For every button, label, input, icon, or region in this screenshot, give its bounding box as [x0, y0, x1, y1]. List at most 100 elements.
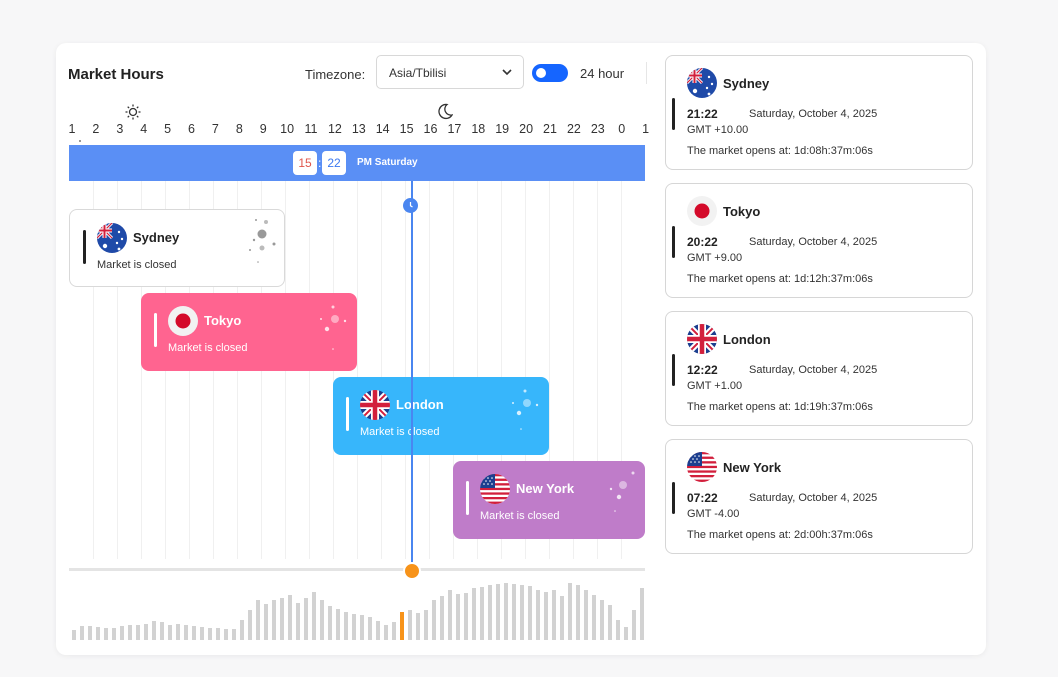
- volume-bar: [456, 594, 460, 640]
- time-colon: :: [318, 156, 322, 170]
- gmt-offset: GMT +1.00: [687, 380, 743, 392]
- volume-bar: [496, 584, 500, 640]
- volume-bar: [288, 595, 292, 640]
- grid-line: [141, 181, 142, 559]
- grid-line: [573, 181, 574, 559]
- time-slider-track[interactable]: [69, 568, 645, 571]
- hour-label: 14: [375, 122, 390, 136]
- hour-label: 20: [519, 122, 534, 136]
- volume-bar: [272, 600, 276, 640]
- hour-label: 15: [399, 122, 414, 136]
- divider: [646, 62, 647, 84]
- card-accent-bar: [672, 482, 675, 514]
- japan-flag-icon: [687, 196, 717, 226]
- volume-bar: [248, 610, 252, 640]
- volume-bar: [336, 609, 340, 640]
- clock-icon: [403, 198, 418, 213]
- card-accent-bar: [672, 98, 675, 130]
- opens-countdown: The market opens at: 1d:08h:37m:06s: [687, 145, 873, 157]
- volume-bar: [624, 627, 628, 640]
- grid-line: [93, 181, 94, 559]
- japan-flag-icon: [168, 306, 198, 336]
- sun-icon: [125, 104, 141, 125]
- volume-bar: [320, 600, 324, 640]
- hour-label: 8: [235, 122, 243, 136]
- volume-bar: [608, 605, 612, 640]
- timezone-value: Asia/Tbilisi: [389, 66, 447, 80]
- market-name: Sydney: [133, 230, 180, 245]
- local-time: 12:22: [687, 363, 718, 377]
- hour-label: 11: [304, 122, 318, 136]
- volume-bar: [360, 615, 364, 640]
- side-card-sydney: Sydney 21:22 Saturday, October 4, 2025 G…: [665, 55, 973, 170]
- current-time-line: [411, 181, 413, 565]
- hour-label: 21: [543, 122, 557, 136]
- city-name: Sydney: [723, 76, 770, 91]
- usa-flag-icon: [687, 452, 717, 482]
- volume-bar: [160, 622, 164, 640]
- hour-label: 0: [618, 122, 626, 136]
- market-card-new-york[interactable]: New York Market is closed: [453, 461, 645, 539]
- grid-line: [429, 181, 430, 559]
- hour-label: 3: [116, 122, 124, 136]
- australia-flag-icon: [97, 223, 127, 253]
- volume-bar: [200, 627, 204, 640]
- city-name: Tokyo: [723, 204, 761, 219]
- volume-bar: [240, 620, 244, 640]
- gmt-offset: GMT -4.00: [687, 508, 740, 520]
- volume-bar: [96, 627, 100, 640]
- market-status: Market is closed: [480, 510, 560, 522]
- volume-bar: [184, 625, 188, 640]
- volume-bar: [568, 583, 572, 640]
- volume-bar: [352, 614, 356, 640]
- volume-bar: [296, 603, 300, 640]
- hour-label: 23: [590, 122, 605, 136]
- bubble-decoration: [249, 219, 276, 263]
- volume-bar: [488, 585, 492, 640]
- current-minute-box: 22: [322, 151, 346, 175]
- market-card-sydney[interactable]: Sydney Market is closed: [69, 209, 285, 287]
- volume-bar: [128, 625, 132, 640]
- volume-bar: [384, 625, 388, 640]
- toggle-knob: [536, 68, 546, 78]
- volume-bar: [216, 628, 220, 640]
- volume-bar: [520, 585, 524, 640]
- grid-line: [453, 181, 454, 559]
- opens-countdown: The market opens at: 1d:19h:37m:06s: [687, 401, 873, 413]
- hour-label: 7: [211, 122, 219, 136]
- grid-line: [621, 181, 622, 559]
- timezone-select[interactable]: Asia/Tbilisi: [376, 55, 524, 89]
- grid-line: [357, 181, 358, 559]
- market-status: Market is closed: [97, 259, 177, 271]
- volume-bar: [600, 600, 604, 640]
- volume-bar: [312, 592, 316, 640]
- volume-histogram: [69, 575, 645, 640]
- card-accent-bar: [83, 230, 86, 264]
- side-card-london: London 12:22 Saturday, October 4, 2025 G…: [665, 311, 973, 426]
- hour-label: 16: [423, 122, 438, 136]
- volume-bar: [576, 585, 580, 640]
- bubble-decoration: [320, 305, 347, 350]
- moon-icon: [437, 103, 454, 125]
- volume-bar: [256, 600, 260, 640]
- hour-format-toggle[interactable]: [532, 64, 568, 82]
- market-card-tokyo[interactable]: Tokyo Market is closed: [141, 293, 357, 371]
- hour-label: 19: [495, 122, 510, 136]
- hour-label: 10: [280, 122, 295, 136]
- hour-label: 9: [259, 122, 267, 136]
- volume-bar: [416, 613, 420, 640]
- volume-bar: [464, 593, 468, 640]
- volume-bar: [544, 592, 548, 640]
- hour-label: 22: [566, 122, 581, 136]
- time-slider-handle[interactable]: [403, 562, 421, 580]
- volume-bar: [112, 628, 116, 640]
- usa-flag-icon: [480, 474, 510, 504]
- market-status: Market is closed: [360, 426, 440, 438]
- grid-line: [597, 181, 598, 559]
- timezone-label: Timezone:: [305, 67, 366, 82]
- volume-bar: [232, 629, 236, 640]
- grid-line: [477, 181, 478, 559]
- market-card-london[interactable]: London Market is closed: [333, 377, 549, 455]
- volume-bar: [72, 630, 76, 640]
- grid-line: [405, 181, 406, 559]
